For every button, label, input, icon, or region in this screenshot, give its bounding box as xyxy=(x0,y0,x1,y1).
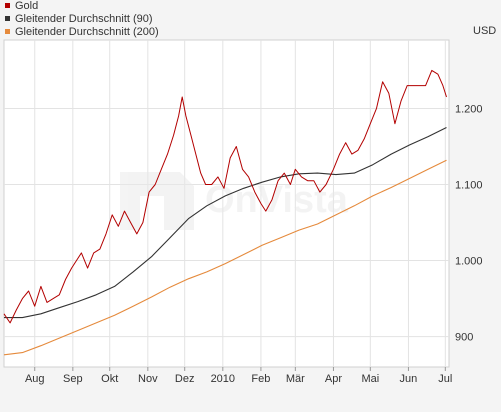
x-tick-label: Dez xyxy=(175,373,195,385)
x-tick-label: Feb xyxy=(251,373,270,385)
series-line-ma90 xyxy=(4,127,447,319)
x-tick-label: Jul xyxy=(438,373,452,385)
legend-item-ma90: Gleitender Durchschnitt (90) xyxy=(4,13,159,26)
legend-item-gold: Gold xyxy=(4,0,159,13)
legend: Gold Gleitender Durchschnitt (90) Gleite… xyxy=(4,0,159,39)
y-tick-label: 1.100 xyxy=(455,179,483,191)
grid xyxy=(4,40,449,367)
y-tick-label: 1.200 xyxy=(455,103,483,115)
legend-item-ma200: Gleitender Durchschnitt (200) xyxy=(4,26,159,39)
legend-swatch-ma90 xyxy=(5,16,10,22)
x-tick-label: Mär xyxy=(286,373,305,385)
currency-label: USD xyxy=(473,25,496,37)
legend-swatch-gold xyxy=(5,3,10,9)
x-tick-label: Aug xyxy=(25,373,45,385)
series-lines xyxy=(3,69,447,356)
legend-label-ma90: Gleitender Durchschnitt (90) xyxy=(15,13,153,25)
series-line-gold xyxy=(3,69,447,324)
y-tick-label: 900 xyxy=(455,332,473,344)
y-axis: 900 1.000 1.100 1.200 xyxy=(455,103,483,343)
y-tick-label: 1.000 xyxy=(455,256,483,268)
legend-label-ma200: Gleitender Durchschnitt (200) xyxy=(15,26,159,38)
x-tick-label: Mai xyxy=(361,373,379,385)
legend-label-gold: Gold xyxy=(15,0,39,12)
x-tick-label: Nov xyxy=(138,373,158,385)
x-tick-label: Jun xyxy=(400,373,418,385)
x-tick-label: Sep xyxy=(63,373,83,385)
x-tick-label: Apr xyxy=(325,373,342,385)
plot-area xyxy=(3,39,450,368)
x-tick-label: Okt xyxy=(101,373,118,385)
x-axis: Aug Sep Okt Nov Dez 2010 Feb Mär Apr Mai Jun Jul xyxy=(25,367,452,385)
legend-swatch-ma200 xyxy=(5,29,10,35)
x-tick-label: 2010 xyxy=(211,373,235,385)
watermark-logo-icon xyxy=(120,172,194,230)
series-line-ma200 xyxy=(3,159,447,356)
